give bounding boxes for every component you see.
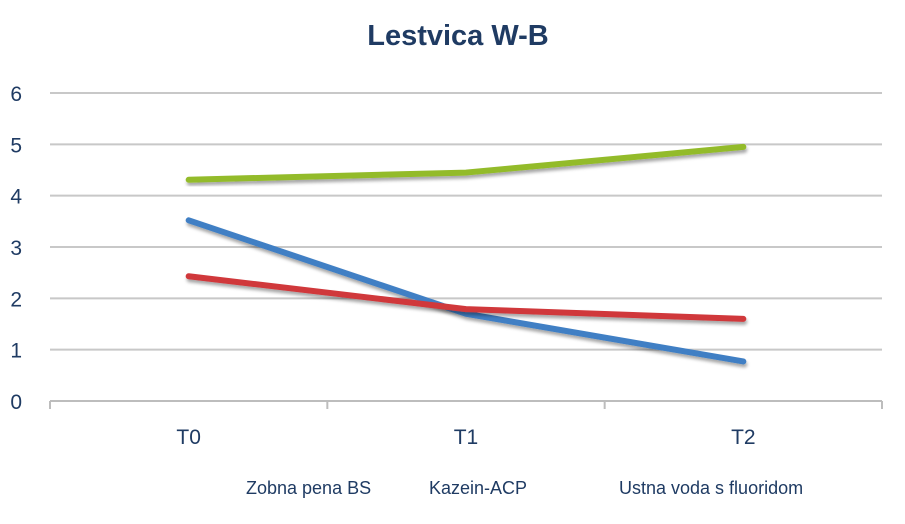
series-line-0 <box>189 220 744 361</box>
y-tick-label: 1 <box>10 340 22 363</box>
legend-label: Zobna pena BS <box>246 478 371 498</box>
legend-label: Ustna voda s fluoridom <box>619 478 803 498</box>
y-tick-label: 5 <box>10 134 22 157</box>
y-tick-label: 3 <box>10 237 22 260</box>
y-tick-label: 2 <box>10 288 22 311</box>
y-tick-label: 6 <box>10 83 22 106</box>
x-tick-label: T0 <box>176 426 201 449</box>
series-line-2 <box>189 147 744 180</box>
y-tick-label: 0 <box>10 391 22 414</box>
x-tick-label: T1 <box>454 426 479 449</box>
chart-title: Lestvica W-B <box>367 20 549 52</box>
x-tick-label: T2 <box>731 426 756 449</box>
legend-label: Kazein-ACP <box>429 478 527 498</box>
y-tick-label: 4 <box>10 186 22 209</box>
